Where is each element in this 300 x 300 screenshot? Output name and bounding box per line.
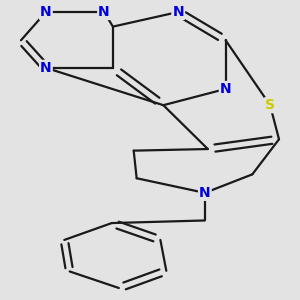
Text: S: S (265, 98, 275, 112)
Text: N: N (220, 82, 231, 96)
Text: N: N (98, 5, 110, 19)
Text: N: N (172, 5, 184, 19)
Text: N: N (40, 5, 52, 19)
Text: N: N (40, 61, 52, 75)
Text: N: N (199, 186, 211, 200)
